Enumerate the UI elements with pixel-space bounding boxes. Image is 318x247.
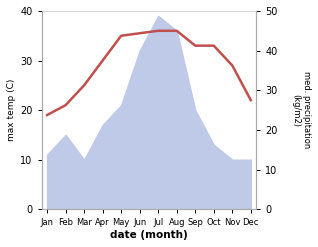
Y-axis label: max temp (C): max temp (C) [7, 79, 16, 141]
Y-axis label: med. precipitation
(kg/m2): med. precipitation (kg/m2) [292, 71, 311, 149]
X-axis label: date (month): date (month) [110, 230, 188, 240]
